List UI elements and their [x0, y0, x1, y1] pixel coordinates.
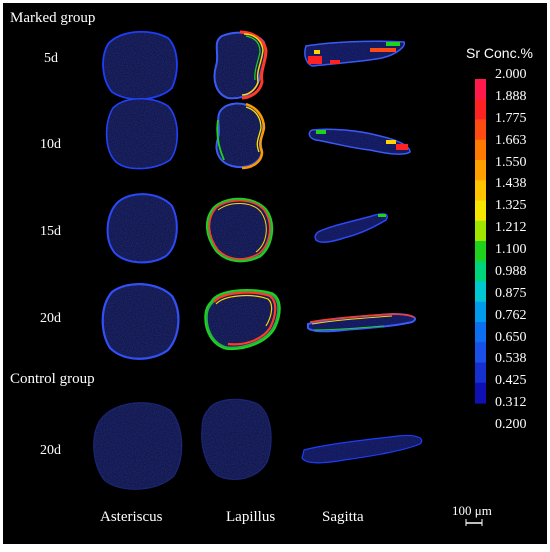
row-label-control-20d: 20d [40, 443, 61, 458]
colorbar-segment [475, 139, 486, 161]
sagitta-10d [308, 128, 411, 155]
image-background [3, 3, 547, 544]
colorbar-tick-label: 1.775 [495, 110, 527, 126]
column-label-lapillus: Lapillus [226, 509, 276, 525]
control-group-title: Control group [10, 371, 95, 387]
colorbar-segment [475, 220, 486, 242]
row-label-10d: 10d [40, 137, 61, 152]
colorbar-segment [475, 79, 486, 100]
lapillus-5d [213, 30, 268, 100]
marked-group-title: Marked group [10, 10, 96, 26]
sr-concentration-colorbar [475, 79, 486, 404]
lapillus-control-20d [201, 398, 272, 480]
colorbar-title: Sr Conc.% [466, 45, 533, 61]
colorbar-segment [475, 160, 486, 181]
row-label-15d: 15d [40, 224, 61, 239]
scale-bar-label: 100 μm [452, 503, 492, 518]
colorbar-tick-label: 0.875 [495, 285, 527, 301]
asteriscus-5d [102, 30, 178, 101]
colorbar-tick-label: 0.988 [495, 263, 527, 279]
colorbar-segment [475, 119, 486, 141]
colorbar-tick-label: 0.200 [495, 417, 527, 432]
asteriscus-20d [101, 283, 180, 360]
colorbar-tick-label: 1.100 [495, 242, 527, 257]
lapillus-10d [215, 102, 266, 170]
colorbar-segment [475, 180, 486, 202]
colorbar-segment [475, 200, 486, 222]
colorbar-tick-label: 2.000 [495, 67, 527, 82]
sagitta-15d [314, 213, 388, 243]
colorbar-segment [475, 301, 486, 323]
colorbar-segment [475, 322, 486, 343]
row-label-20d: 20d [40, 311, 61, 326]
colorbar-segment [475, 342, 486, 364]
colorbar-tick-label: 0.762 [495, 307, 527, 323]
colorbar-tick-label: 1.438 [495, 176, 527, 192]
sagitta-20d [307, 312, 417, 333]
colorbar-tick-label: 0.312 [495, 395, 527, 411]
column-label-asteriscus: Asteriscus [100, 509, 163, 525]
asteriscus-15d [106, 193, 178, 264]
sagitta-5d [304, 40, 406, 67]
colorbar-tick-label: 1.212 [495, 220, 527, 236]
colorbar-tick-label: 1.663 [495, 132, 527, 148]
lapillus-15d [206, 197, 274, 263]
colorbar-tick-label: 1.550 [495, 154, 527, 170]
colorbar-segment [475, 261, 486, 283]
colorbar-segment [475, 362, 486, 384]
colorbar-segment [475, 281, 486, 303]
colorbar-tick-label: 0.538 [495, 351, 527, 367]
row-label-5d: 5d [44, 51, 58, 66]
sagitta-control-20d [301, 434, 423, 464]
colorbar-tick-label: 1.888 [495, 88, 527, 104]
asteriscus-control-20d [93, 402, 183, 490]
colorbar-segment [475, 241, 486, 262]
lapillus-20d [204, 288, 281, 351]
colorbar-segment [475, 99, 486, 121]
asteriscus-10d [105, 97, 179, 170]
column-label-sagitta: Sagitta [322, 509, 364, 525]
colorbar-tick-label: 1.325 [495, 198, 527, 214]
colorbar-tick-label: 0.650 [495, 329, 527, 345]
colorbar-segment [475, 382, 486, 404]
colorbar-tick-label: 0.425 [495, 373, 527, 389]
